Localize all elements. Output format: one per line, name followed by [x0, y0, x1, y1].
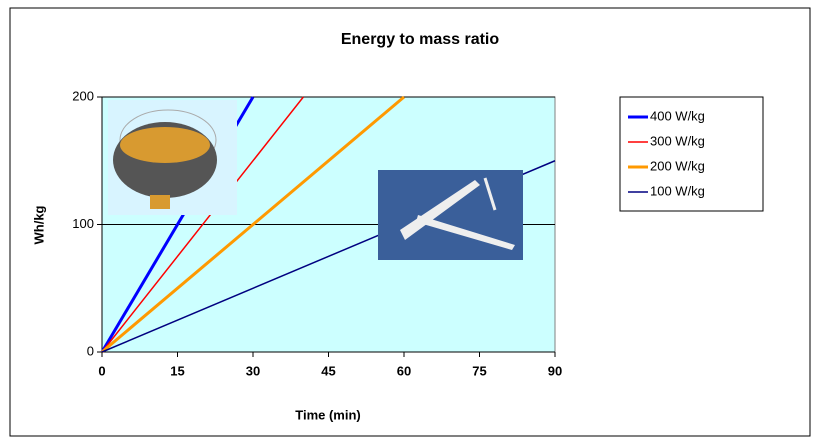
chart-title: Energy to mass ratio: [341, 31, 500, 48]
legend-items: 400 W/kg 300 W/kg 200 W/kg 100 W/kg: [628, 108, 705, 198]
x-tick-label: 60: [397, 363, 411, 378]
glider-image: [378, 170, 523, 260]
x-axis-label: Time (min): [295, 407, 361, 422]
series-line: [101, 96, 304, 353]
y-tick-label: 100: [72, 216, 94, 231]
image-shape: [483, 177, 497, 211]
legend-label: 200 W/kg: [650, 158, 705, 173]
series-line: [101, 95, 405, 354]
x-tick-label: 75: [472, 363, 486, 378]
gondola-image: [108, 100, 237, 215]
image-shape: [120, 127, 210, 163]
x-tick-label: 90: [548, 363, 562, 378]
y-tick-label: 200: [72, 88, 94, 103]
x-tick-label: 45: [321, 363, 335, 378]
y-axis-label: Wh/kg: [31, 205, 46, 244]
x-tick-label: 0: [98, 363, 105, 378]
image-shape: [400, 180, 480, 240]
y-tick-label: 0: [87, 343, 94, 358]
plot: 0 100 200 0 15 30 45 60 75 90: [72, 88, 562, 378]
image-shape: [416, 215, 515, 250]
legend-label: 300 W/kg: [650, 133, 705, 148]
x-tick-label: 30: [246, 363, 260, 378]
legend-label: 400 W/kg: [650, 108, 705, 123]
x-tick-label: 15: [170, 363, 184, 378]
image-shape: [150, 195, 170, 209]
legend-label: 100 W/kg: [650, 183, 705, 198]
